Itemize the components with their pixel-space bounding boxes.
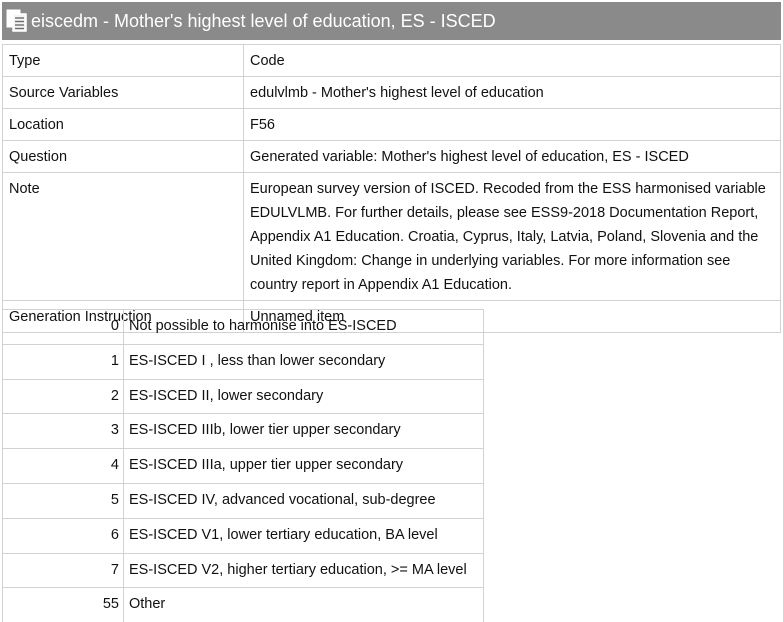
code-value: 1 <box>2 343 124 380</box>
code-label: Not possible to harmonise into ES-ISCED <box>123 309 484 345</box>
metadata-value: Code <box>243 44 781 77</box>
code-value: 7 <box>2 552 124 589</box>
code-value: 3 <box>2 413 124 450</box>
code-label: ES-ISCED IIIb, lower tier upper secondar… <box>123 413 484 450</box>
code-row: 1 ES-ISCED I , less than lower secondary <box>2 343 484 380</box>
code-label: ES-ISCED IV, advanced vocational, sub-de… <box>123 482 484 519</box>
metadata-table: Type Code Source Variables edulvlmb - Mo… <box>2 44 781 333</box>
code-value: 6 <box>2 517 124 554</box>
metadata-row-note: Note European survey version of ISCED. R… <box>2 172 781 301</box>
code-value: 2 <box>2 378 124 415</box>
metadata-value: edulvlmb - Mother's highest level of edu… <box>243 76 781 109</box>
code-label: ES-ISCED V1, lower tertiary education, B… <box>123 517 484 554</box>
metadata-row-source-variables: Source Variables edulvlmb - Mother's hig… <box>2 76 781 109</box>
code-label: ES-ISCED V2, higher tertiary education, … <box>123 552 484 589</box>
code-label: ES-ISCED II, lower secondary <box>123 378 484 415</box>
metadata-value: F56 <box>243 108 781 141</box>
metadata-row-question: Question Generated variable: Mother's hi… <box>2 140 781 173</box>
metadata-label: Question <box>2 140 244 173</box>
code-value: 0 <box>2 309 124 345</box>
code-value: 55 <box>2 587 124 622</box>
code-row: 7 ES-ISCED V2, higher tertiary education… <box>2 552 484 589</box>
metadata-row-location: Location F56 <box>2 108 781 141</box>
metadata-value: Generated variable: Mother's highest lev… <box>243 140 781 173</box>
page-title: eiscedm - Mother's highest level of educ… <box>31 10 496 31</box>
title-bar: eiscedm - Mother's highest level of educ… <box>2 2 781 40</box>
metadata-label: Type <box>2 44 244 77</box>
code-value: 5 <box>2 482 124 519</box>
code-row: 6 ES-ISCED V1, lower tertiary education,… <box>2 517 484 554</box>
metadata-row-type: Type Code <box>2 44 781 77</box>
code-row: 4 ES-ISCED IIIa, upper tier upper second… <box>2 448 484 484</box>
metadata-value: European survey version of ISCED. Recode… <box>243 172 781 301</box>
code-row: 55 Other <box>2 587 484 622</box>
code-value: 4 <box>2 448 124 484</box>
code-list-table: 0 Not possible to harmonise into ES-ISCE… <box>2 309 484 622</box>
code-row: 3 ES-ISCED IIIb, lower tier upper second… <box>2 413 484 450</box>
code-row: 0 Not possible to harmonise into ES-ISCE… <box>2 309 484 345</box>
code-label: ES-ISCED I , less than lower secondary <box>123 343 484 380</box>
metadata-label: Source Variables <box>2 76 244 109</box>
code-row: 5 ES-ISCED IV, advanced vocational, sub-… <box>2 482 484 519</box>
code-label: ES-ISCED IIIa, upper tier upper secondar… <box>123 448 484 484</box>
code-row: 2 ES-ISCED II, lower secondary <box>2 378 484 415</box>
code-label: Other <box>123 587 484 622</box>
metadata-label: Note <box>2 172 244 301</box>
table-document-icon <box>6 9 27 32</box>
metadata-label: Location <box>2 108 244 141</box>
